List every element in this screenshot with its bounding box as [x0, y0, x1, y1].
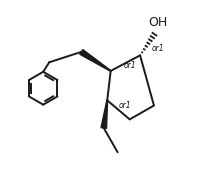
- Text: or1: or1: [118, 101, 131, 110]
- Polygon shape: [80, 50, 111, 71]
- Text: or1: or1: [124, 61, 136, 70]
- Text: OH: OH: [148, 16, 167, 29]
- Text: or1: or1: [151, 44, 164, 53]
- Polygon shape: [101, 100, 108, 128]
